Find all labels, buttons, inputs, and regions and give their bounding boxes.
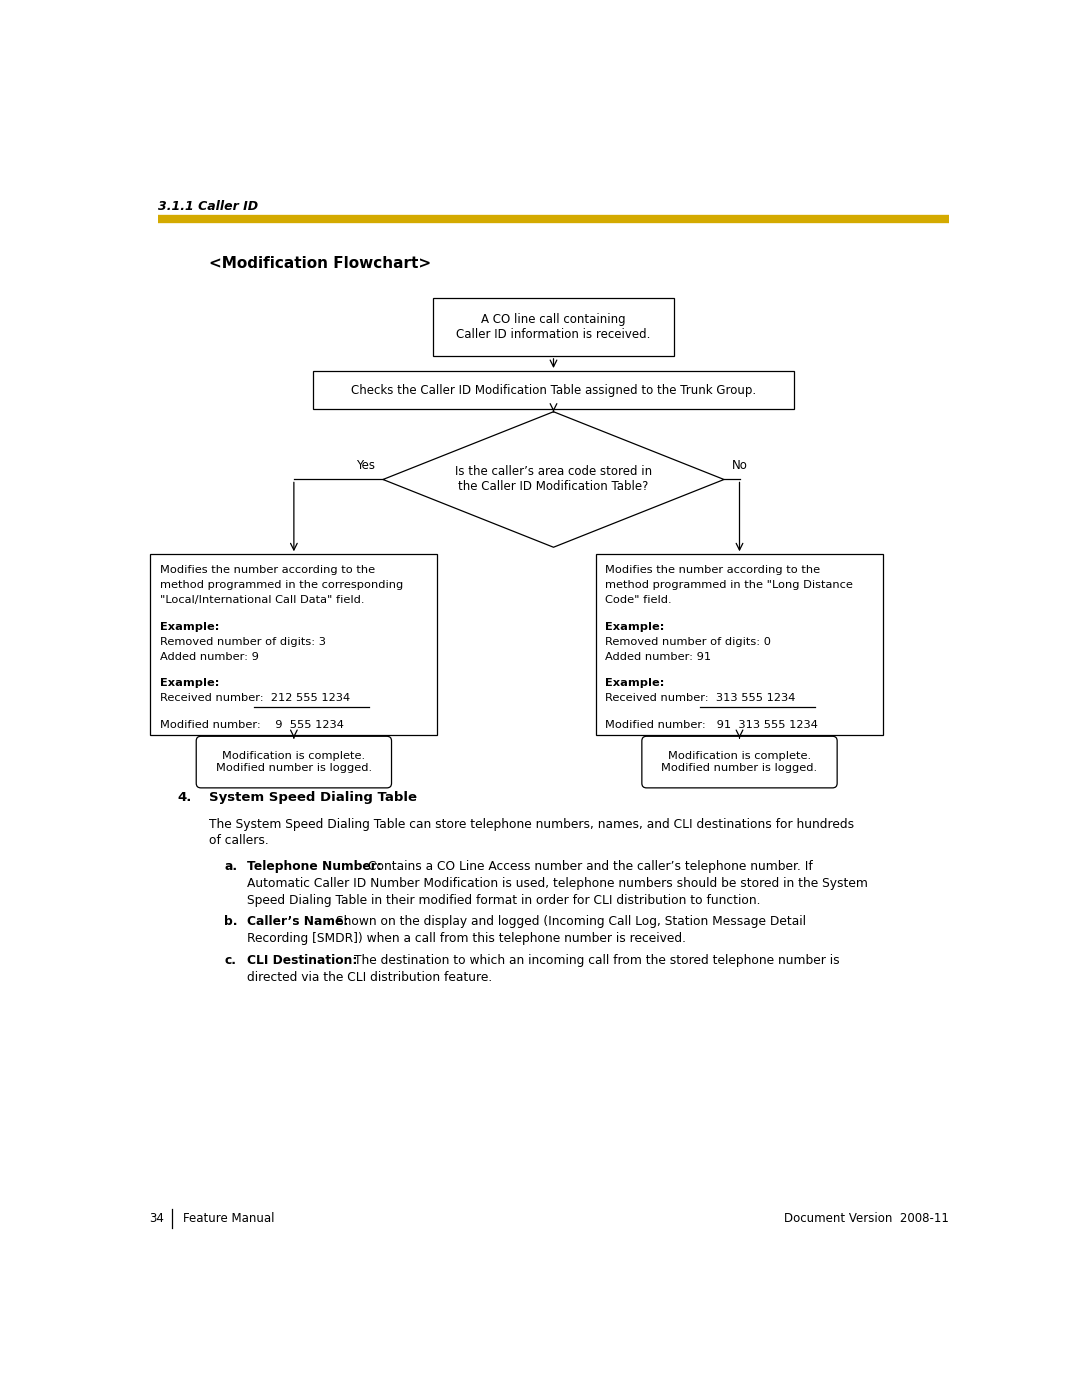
Text: Contains a CO Line Access number and the caller’s telephone number. If: Contains a CO Line Access number and the… — [367, 861, 812, 873]
Text: The destination to which an incoming call from the stored telephone number is: The destination to which an incoming cal… — [354, 954, 840, 967]
Text: System Speed Dialing Table: System Speed Dialing Table — [208, 791, 417, 803]
Text: Shown on the display and logged (Incoming Call Log, Station Message Detail: Shown on the display and logged (Incomin… — [337, 915, 807, 929]
Text: Example:: Example: — [606, 622, 665, 631]
Text: Checks the Caller ID Modification Table assigned to the Trunk Group.: Checks the Caller ID Modification Table … — [351, 384, 756, 397]
FancyBboxPatch shape — [197, 736, 392, 788]
Text: Modified number:    9  555 1234: Modified number: 9 555 1234 — [160, 719, 343, 729]
Text: b.: b. — [225, 915, 238, 929]
Text: Modifies the number according to the: Modifies the number according to the — [606, 564, 821, 576]
Text: of callers.: of callers. — [208, 834, 268, 848]
Text: c.: c. — [225, 954, 237, 967]
Text: Removed number of digits: 0: Removed number of digits: 0 — [606, 637, 771, 647]
Text: Removed number of digits: 3: Removed number of digits: 3 — [160, 637, 326, 647]
Text: Modifies the number according to the: Modifies the number according to the — [160, 564, 375, 576]
FancyBboxPatch shape — [313, 372, 794, 409]
Text: Automatic Caller ID Number Modification is used, telephone numbers should be sto: Automatic Caller ID Number Modification … — [247, 877, 868, 890]
Text: Caller’s Name:: Caller’s Name: — [247, 915, 349, 929]
Text: 3.1.1 Caller ID: 3.1.1 Caller ID — [159, 200, 258, 212]
Text: Received number:  212 555 1234: Received number: 212 555 1234 — [160, 693, 350, 703]
Text: directed via the CLI distribution feature.: directed via the CLI distribution featur… — [247, 971, 492, 983]
Text: The System Speed Dialing Table can store telephone numbers, names, and CLI desti: The System Speed Dialing Table can store… — [208, 817, 854, 831]
Text: Example:: Example: — [606, 678, 665, 689]
FancyBboxPatch shape — [433, 298, 674, 356]
Text: Modified number:   91  313 555 1234: Modified number: 91 313 555 1234 — [606, 719, 819, 729]
Text: Telephone Number:: Telephone Number: — [247, 861, 382, 873]
Text: method programmed in the "Long Distance: method programmed in the "Long Distance — [606, 580, 853, 590]
Text: Document Version  2008-11: Document Version 2008-11 — [784, 1213, 948, 1225]
FancyBboxPatch shape — [642, 736, 837, 788]
Text: Modification is complete.
Modified number is logged.: Modification is complete. Modified numbe… — [216, 752, 372, 773]
Text: Recording [SMDR]) when a call from this telephone number is received.: Recording [SMDR]) when a call from this … — [247, 932, 687, 946]
Text: Is the caller’s area code stored in
the Caller ID Modification Table?: Is the caller’s area code stored in the … — [455, 465, 652, 493]
Text: Yes: Yes — [356, 458, 375, 472]
Text: <Modification Flowchart>: <Modification Flowchart> — [208, 257, 431, 271]
Text: 4.: 4. — [177, 791, 192, 803]
FancyBboxPatch shape — [596, 555, 882, 735]
Text: No: No — [732, 458, 747, 472]
Text: Code" field.: Code" field. — [606, 595, 672, 605]
Text: Feature Manual: Feature Manual — [183, 1213, 274, 1225]
Text: a.: a. — [225, 861, 238, 873]
Text: Added number: 9: Added number: 9 — [160, 651, 259, 662]
FancyBboxPatch shape — [150, 555, 437, 735]
Text: A CO line call containing
Caller ID information is received.: A CO line call containing Caller ID info… — [457, 313, 650, 341]
Text: Added number: 91: Added number: 91 — [606, 651, 712, 662]
Text: Modification is complete.
Modified number is logged.: Modification is complete. Modified numbe… — [661, 752, 818, 773]
Text: Example:: Example: — [160, 622, 219, 631]
Text: method programmed in the corresponding: method programmed in the corresponding — [160, 580, 403, 590]
Text: CLI Destination:: CLI Destination: — [247, 954, 357, 967]
Text: Speed Dialing Table in their modified format in order for CLI distribution to fu: Speed Dialing Table in their modified fo… — [247, 894, 761, 907]
Text: "Local/International Call Data" field.: "Local/International Call Data" field. — [160, 595, 364, 605]
Text: Received number:  313 555 1234: Received number: 313 555 1234 — [606, 693, 796, 703]
Text: Example:: Example: — [160, 678, 219, 689]
Text: 34: 34 — [149, 1213, 164, 1225]
